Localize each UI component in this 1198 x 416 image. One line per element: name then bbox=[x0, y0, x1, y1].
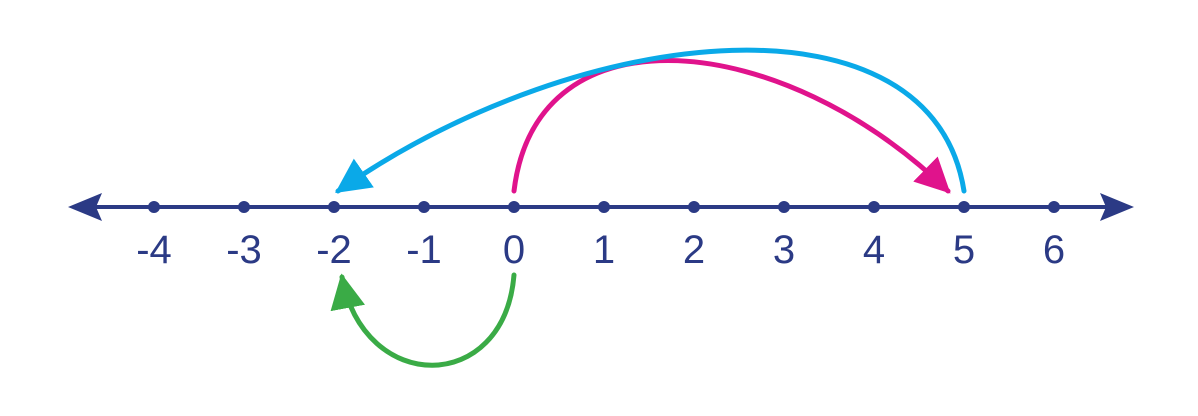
tick-dot bbox=[958, 201, 970, 213]
axis-left-arrowhead bbox=[68, 193, 102, 221]
tick-dot bbox=[328, 201, 340, 213]
pink-jump-arrow bbox=[511, 58, 951, 194]
tick-label: 3 bbox=[773, 228, 795, 272]
tick-dot bbox=[418, 201, 430, 213]
tick-label: 1 bbox=[593, 228, 615, 272]
tick-label: -2 bbox=[316, 228, 352, 272]
tick-label: 2 bbox=[683, 228, 705, 272]
tick-label: -4 bbox=[136, 228, 172, 272]
tick-label: -1 bbox=[406, 228, 442, 272]
tick-dot bbox=[778, 201, 790, 213]
blue-jump-arrow bbox=[335, 47, 967, 194]
green-jump-arrow bbox=[330, 272, 517, 368]
tick-label: 5 bbox=[953, 228, 975, 272]
tick-dot bbox=[598, 201, 610, 213]
tick-label: 6 bbox=[1043, 228, 1065, 272]
tick-dot bbox=[1048, 201, 1060, 213]
tick-dot bbox=[688, 201, 700, 213]
axis-right-arrowhead bbox=[1100, 193, 1134, 221]
tick-label: -3 bbox=[226, 228, 262, 272]
tick-dot bbox=[508, 201, 520, 213]
tick-label: 0 bbox=[503, 228, 525, 272]
tick-dot bbox=[148, 201, 160, 213]
tick-dot bbox=[238, 201, 250, 213]
tick-label: 4 bbox=[863, 228, 885, 272]
tick-dot bbox=[868, 201, 880, 213]
